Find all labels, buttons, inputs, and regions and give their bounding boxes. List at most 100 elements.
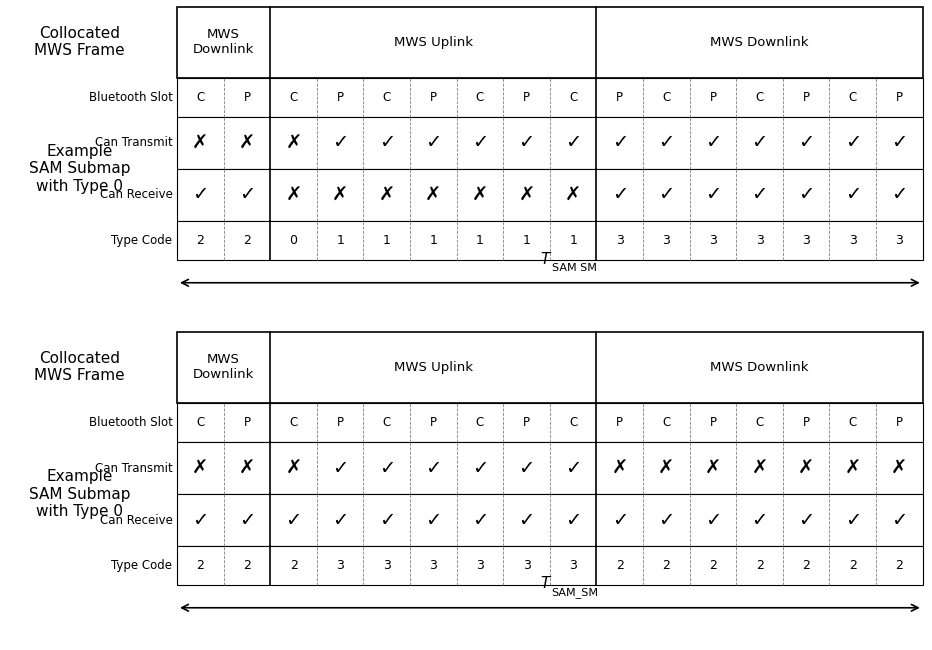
- Text: C: C: [476, 416, 484, 429]
- Text: ✓: ✓: [611, 185, 628, 205]
- Text: ✓: ✓: [378, 510, 395, 530]
- Text: ✓: ✓: [705, 133, 721, 153]
- Text: 2: 2: [756, 559, 763, 572]
- Text: MWS
Downlink: MWS Downlink: [193, 28, 254, 57]
- Text: C: C: [569, 91, 577, 104]
- Text: P: P: [336, 91, 344, 104]
- Text: ✓: ✓: [705, 510, 721, 530]
- Text: P: P: [243, 416, 251, 429]
- Text: P: P: [243, 91, 251, 104]
- Text: ✓: ✓: [565, 510, 582, 530]
- Text: C: C: [290, 416, 297, 429]
- Text: ✓: ✓: [518, 458, 535, 478]
- Text: 3: 3: [756, 234, 763, 247]
- Text: 2: 2: [197, 559, 204, 572]
- Text: ✗: ✗: [192, 133, 209, 153]
- Text: P: P: [709, 91, 717, 104]
- Text: Example
SAM Submap
with Type 0: Example SAM Submap with Type 0: [29, 144, 130, 194]
- Text: 2: 2: [616, 559, 624, 572]
- Text: MWS Downlink: MWS Downlink: [710, 361, 809, 374]
- Text: P: P: [616, 91, 624, 104]
- Text: C: C: [663, 416, 670, 429]
- Text: P: P: [430, 416, 437, 429]
- Text: C: C: [663, 91, 670, 104]
- Text: ✓: ✓: [844, 185, 861, 205]
- Text: ✓: ✓: [332, 458, 349, 478]
- Text: ✗: ✗: [705, 458, 721, 478]
- Text: 2: 2: [197, 234, 204, 247]
- Text: ✓: ✓: [472, 458, 488, 478]
- Text: ✗: ✗: [378, 185, 395, 205]
- Text: P: P: [523, 416, 530, 429]
- Text: C: C: [383, 416, 391, 429]
- Text: ✓: ✓: [611, 133, 628, 153]
- Text: 3: 3: [896, 234, 903, 247]
- Text: 3: 3: [849, 234, 857, 247]
- Text: ✓: ✓: [658, 133, 675, 153]
- Text: 1: 1: [336, 234, 344, 247]
- Text: 3: 3: [336, 559, 344, 572]
- Text: MWS Uplink: MWS Uplink: [394, 36, 473, 49]
- Text: ✓: ✓: [891, 510, 908, 530]
- Text: 3: 3: [616, 234, 624, 247]
- Text: ✓: ✓: [425, 458, 442, 478]
- Text: P: P: [430, 91, 437, 104]
- Text: C: C: [197, 416, 204, 429]
- Text: ✓: ✓: [332, 133, 349, 153]
- Text: ✗: ✗: [239, 133, 255, 153]
- Text: ✗: ✗: [565, 185, 582, 205]
- Text: ✓: ✓: [891, 133, 908, 153]
- Text: ✗: ✗: [332, 185, 349, 205]
- Text: T: T: [541, 577, 550, 592]
- Text: C: C: [383, 91, 391, 104]
- Text: MWS Uplink: MWS Uplink: [394, 361, 473, 374]
- Text: 1: 1: [569, 234, 577, 247]
- Text: ✓: ✓: [472, 510, 488, 530]
- Text: 3: 3: [383, 559, 391, 572]
- Text: ✓: ✓: [285, 510, 302, 530]
- Bar: [177, 494, 923, 546]
- Text: C: C: [849, 416, 857, 429]
- Text: Collocated
MWS Frame: Collocated MWS Frame: [34, 26, 125, 58]
- Text: ✓: ✓: [192, 185, 209, 205]
- Text: 2: 2: [802, 559, 810, 572]
- Text: ✓: ✓: [751, 133, 768, 153]
- Text: ✓: ✓: [891, 185, 908, 205]
- Text: ✓: ✓: [565, 458, 582, 478]
- Text: 3: 3: [476, 559, 484, 572]
- Text: 1: 1: [476, 234, 484, 247]
- Text: 2: 2: [243, 559, 251, 572]
- Bar: [177, 221, 923, 260]
- Text: ✓: ✓: [239, 185, 255, 205]
- Text: ✗: ✗: [611, 458, 628, 478]
- Text: Can Receive: Can Receive: [100, 514, 172, 526]
- Text: 1: 1: [523, 234, 530, 247]
- Text: C: C: [569, 416, 577, 429]
- Text: P: P: [336, 416, 344, 429]
- Text: SAM_SM: SAM_SM: [552, 587, 598, 598]
- Text: ✓: ✓: [844, 510, 861, 530]
- Text: 1: 1: [430, 234, 437, 247]
- Text: P: P: [523, 91, 530, 104]
- Text: ✓: ✓: [658, 510, 675, 530]
- Bar: [177, 78, 923, 117]
- Text: ✓: ✓: [658, 185, 675, 205]
- Text: 2: 2: [243, 234, 251, 247]
- Text: 3: 3: [523, 559, 530, 572]
- Bar: [177, 546, 923, 585]
- Text: ✗: ✗: [844, 458, 861, 478]
- Text: ✗: ✗: [518, 185, 535, 205]
- Text: ✓: ✓: [705, 185, 721, 205]
- Text: ✓: ✓: [518, 510, 535, 530]
- Text: ✓: ✓: [425, 510, 442, 530]
- Text: ✗: ✗: [239, 458, 255, 478]
- Text: P: P: [709, 416, 717, 429]
- Text: ✗: ✗: [658, 458, 675, 478]
- Text: Collocated
MWS Frame: Collocated MWS Frame: [34, 351, 125, 383]
- Text: 2: 2: [663, 559, 670, 572]
- Text: 3: 3: [802, 234, 810, 247]
- Text: ✓: ✓: [425, 133, 442, 153]
- Bar: [177, 442, 923, 494]
- Text: ✓: ✓: [798, 510, 815, 530]
- Bar: [177, 332, 923, 403]
